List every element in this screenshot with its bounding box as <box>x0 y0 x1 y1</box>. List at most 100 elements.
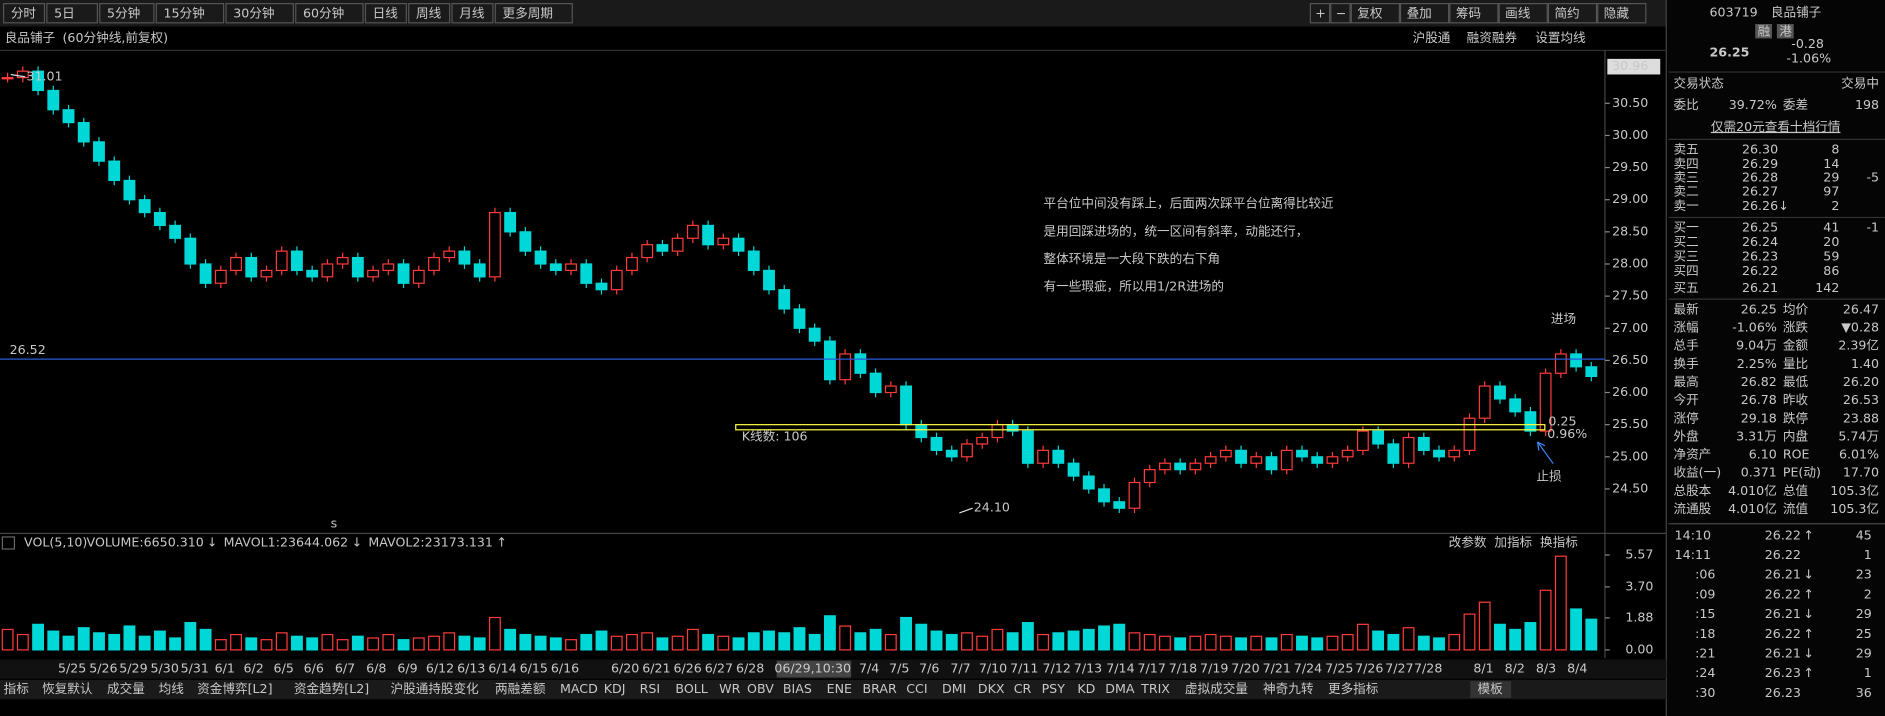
indicator-tab[interactable]: 资金趋势[L2] <box>294 681 369 696</box>
candle-body <box>1372 430 1385 445</box>
tool-button[interactable] <box>1330 3 1351 24</box>
indicator-tab[interactable]: ENE <box>827 681 852 696</box>
price-tick-label: 26.50 <box>1612 352 1648 367</box>
period-button[interactable] <box>3 3 46 24</box>
indicator-tab[interactable]: 更多指标 <box>1328 681 1379 696</box>
indicator-tab[interactable]: BOLL <box>675 681 707 696</box>
indicator-tab[interactable]: 虚拟成交量 <box>1185 681 1248 696</box>
period-button[interactable] <box>155 3 225 24</box>
period-label[interactable]: 30分钟 <box>233 5 274 20</box>
indicator-tab[interactable]: CR <box>1014 681 1032 696</box>
indicator-tab[interactable]: DMA <box>1105 681 1135 696</box>
stat-value: 2.25% <box>1737 356 1777 371</box>
volume-link[interactable]: 改参数 <box>1449 534 1487 549</box>
volume-stat: MAVOL2:23173.131 <box>368 534 493 549</box>
indicator-tab[interactable]: 成交量 <box>107 681 145 696</box>
indicator-tab[interactable]: 均线 <box>159 681 185 696</box>
indicator-tab[interactable]: BRAR <box>862 681 897 696</box>
candle-body <box>930 436 943 451</box>
indicator-tab[interactable]: CCI <box>906 681 927 696</box>
book-label: 卖三 <box>1673 169 1698 184</box>
chart-link[interactable]: 融资融券 <box>1467 30 1518 45</box>
period-label[interactable]: 分时 <box>11 5 37 20</box>
candle-body <box>123 179 136 201</box>
period-label[interactable]: 更多周期 <box>503 5 553 20</box>
tool-label[interactable]: 叠加 <box>1407 5 1432 20</box>
candle-body <box>1 77 14 80</box>
indicator-tab[interactable]: KDJ <box>604 681 626 696</box>
indicator-tab[interactable]: TRIX <box>1140 681 1170 696</box>
volume-link[interactable]: 换指标 <box>1540 534 1578 549</box>
period-button[interactable] <box>494 3 573 24</box>
indicator-tab[interactable]: PSY <box>1042 681 1066 696</box>
indicator-tab[interactable]: MACD <box>560 681 598 696</box>
tool-button[interactable] <box>1597 3 1647 24</box>
volume-bar <box>184 622 197 651</box>
volume-bar <box>1448 633 1461 651</box>
indicator-tab[interactable]: DKX <box>978 681 1005 696</box>
period-label[interactable]: 60分钟 <box>303 5 344 20</box>
date-label: 5/31 <box>181 661 209 676</box>
volume-bar <box>153 630 166 651</box>
tool-button[interactable] <box>1449 3 1499 24</box>
indicator-tab[interactable]: DMI <box>942 681 966 696</box>
tool-label[interactable]: − <box>1336 5 1347 20</box>
volume-bar <box>397 639 410 651</box>
tool-label[interactable]: 筹码 <box>1456 5 1481 20</box>
period-label[interactable]: 15分钟 <box>163 5 204 20</box>
period-button[interactable] <box>364 3 407 24</box>
note-line: 有一些瑕疵，所以用1/2R进场的 <box>1044 279 1224 294</box>
tool-label[interactable]: 简约 <box>1554 5 1579 20</box>
indicator-tab[interactable]: OBV <box>747 681 774 696</box>
period-button[interactable] <box>295 3 364 24</box>
candle-body <box>443 250 456 259</box>
indicator-tab[interactable]: KD <box>1077 681 1095 696</box>
tool-label[interactable]: 复权 <box>1357 5 1383 20</box>
book-label: 买四 <box>1673 263 1698 278</box>
date-label: 7/5 <box>889 661 909 676</box>
period-label[interactable]: 月线 <box>459 5 485 20</box>
indicator-tab[interactable]: 神奇九转 <box>1263 681 1314 696</box>
tool-button[interactable] <box>1547 3 1598 24</box>
period-label[interactable]: 日线 <box>373 5 399 20</box>
period-button[interactable] <box>46 3 98 24</box>
promo-link[interactable]: 仅需20元查看十档行情 <box>1711 119 1841 134</box>
candle-body <box>336 256 349 265</box>
period-button[interactable] <box>225 3 294 24</box>
indicator-tab[interactable]: RSI <box>640 681 660 696</box>
indicator-tab[interactable]: WR <box>719 681 740 696</box>
book-volume: 142 <box>1815 280 1839 295</box>
indicator-tab[interactable]: 恢复默认 <box>42 681 93 696</box>
stock-name: 良品铺子 <box>1771 5 1821 20</box>
period-button[interactable] <box>451 3 494 24</box>
tool-label[interactable]: 画线 <box>1505 5 1531 20</box>
volume-bar <box>1052 632 1065 651</box>
stat-value: 6.01% <box>1839 447 1879 462</box>
period-button[interactable] <box>408 3 451 24</box>
chart-link[interactable]: 设置均线 <box>1535 30 1586 45</box>
chart-link[interactable]: 沪股通 <box>1413 30 1451 45</box>
period-label[interactable]: 周线 <box>416 5 442 20</box>
book-price: 26.23 <box>1742 249 1778 264</box>
indicator-tab[interactable]: 指标 <box>4 681 30 696</box>
tool-button[interactable] <box>1498 3 1548 24</box>
tool-label[interactable]: 隐藏 <box>1604 5 1630 20</box>
date-label: 8/3 <box>1536 661 1556 676</box>
volume-bar <box>565 639 577 651</box>
tool-button[interactable] <box>1350 3 1400 24</box>
volume-bar <box>1204 633 1217 651</box>
tool-button[interactable] <box>1399 3 1450 24</box>
indicator-tab[interactable]: 沪股通持股变化 <box>390 681 479 696</box>
period-label[interactable]: 5日 <box>54 5 75 20</box>
period-button[interactable] <box>99 3 155 24</box>
tool-label[interactable]: + <box>1315 5 1326 20</box>
indicator-tab[interactable]: 资金博弈[L2] <box>197 681 272 696</box>
template-button[interactable] <box>1470 681 1512 698</box>
template-label[interactable]: 模板 <box>1478 681 1504 696</box>
period-label[interactable]: 5分钟 <box>107 5 140 20</box>
indicator-tab[interactable]: 两融差额 <box>495 681 546 696</box>
trade-volume: 36 <box>1856 685 1872 700</box>
tool-button[interactable] <box>1309 3 1331 24</box>
volume-link[interactable]: 加指标 <box>1494 534 1532 549</box>
indicator-tab[interactable]: BIAS <box>783 681 812 696</box>
